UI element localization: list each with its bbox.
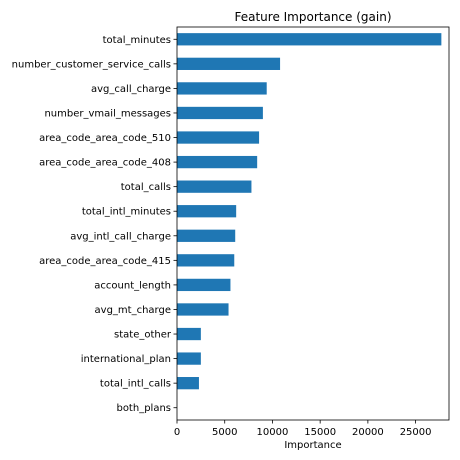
x-tick-label: 20000: [352, 427, 384, 438]
bar-number_vmail_messages: [177, 106, 263, 120]
bars-group: [177, 33, 442, 390]
y-tick-label: number_customer_service_calls: [12, 59, 171, 70]
bar-number_customer_service_calls: [177, 57, 281, 70]
bar-account_length: [177, 278, 231, 292]
plot-frame: [176, 26, 450, 421]
x-tick-label: 25000: [400, 427, 432, 438]
y-tick-label: area_code_area_code_415: [39, 256, 171, 267]
x-tick-label: 10000: [257, 427, 289, 438]
y-tick-label: both_plans: [116, 403, 171, 414]
bar-total_intl_minutes: [177, 205, 237, 218]
bar-area_code_area_code_408: [177, 155, 258, 169]
bar-total_intl_calls: [177, 377, 199, 390]
y-tick-label: avg_call_charge: [91, 84, 171, 95]
bar-state_other: [177, 327, 201, 341]
y-tick-label: state_other: [114, 330, 172, 341]
y-tick-label: total_intl_minutes: [82, 207, 171, 218]
bar-international_plan: [177, 352, 201, 365]
y-tick-label: number_vmail_messages: [44, 108, 171, 119]
bar-area_code_area_code_415: [177, 254, 235, 267]
bar-avg_mt_charge: [177, 303, 229, 316]
y-tick-label: avg_intl_call_charge: [70, 231, 171, 242]
y-axis-ticks: total_minutes number_customer_service_cal…: [12, 35, 177, 414]
y-tick-label: avg_mt_charge: [95, 305, 171, 316]
x-tick-label: 15000: [304, 427, 336, 438]
bar-area_code_area_code_510: [177, 131, 260, 144]
bar-total_minutes: [177, 33, 442, 46]
bar-total_calls: [177, 180, 252, 193]
y-tick-label: total_calls: [121, 182, 171, 193]
x-axis-label: Importance: [284, 440, 341, 451]
bar-avg_call_charge: [177, 82, 267, 95]
y-tick-label: area_code_area_code_510: [39, 133, 171, 144]
x-axis-ticks: 0 5000 10000 15000 20000 25000: [174, 420, 432, 438]
x-tick-label: 5000: [212, 427, 237, 438]
y-tick-label: area_code_area_code_408: [39, 158, 171, 169]
chart-title: Feature Importance (gain): [234, 10, 391, 24]
y-tick-label: international_plan: [81, 354, 171, 365]
y-tick-label: total_intl_calls: [100, 379, 171, 390]
y-tick-label: total_minutes: [103, 35, 171, 46]
y-tick-label: account_length: [94, 280, 171, 291]
x-tick-label: 0: [174, 427, 180, 438]
bar-avg_intl_call_charge: [177, 229, 236, 242]
